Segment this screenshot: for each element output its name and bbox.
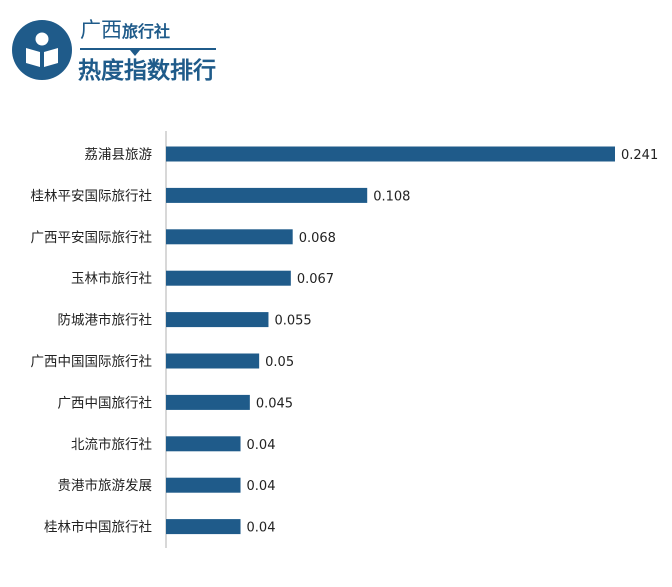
logo bbox=[12, 20, 72, 80]
category-label: 防城港市旅行社 bbox=[58, 312, 153, 329]
data-label: 0.068 bbox=[299, 231, 336, 246]
data-label: 0.04 bbox=[247, 479, 276, 494]
bar bbox=[166, 229, 293, 245]
bar bbox=[166, 270, 291, 286]
category-label: 广西中国国际旅行社 bbox=[31, 354, 153, 370]
bar bbox=[166, 146, 615, 162]
book-reader-icon bbox=[26, 32, 58, 67]
brand-subtitle: 旅行社 bbox=[122, 22, 171, 41]
category-label: 贵港市旅游发展 bbox=[58, 477, 153, 494]
category-label: 桂林市中国旅行社 bbox=[44, 519, 152, 536]
bar bbox=[166, 187, 368, 203]
header: 广西旅行社 热度指数排行 bbox=[12, 14, 252, 94]
brand: 广西旅行社 bbox=[80, 16, 170, 46]
data-label: 0.108 bbox=[373, 189, 410, 204]
category-labels-group: 荔浦县旅游桂林平安国际旅行社广西平安国际旅行社玉林市旅行社防城港市旅行社广西中国… bbox=[31, 147, 153, 536]
data-label: 0.241 bbox=[621, 148, 658, 163]
category-label: 广西平安国际旅行社 bbox=[31, 230, 153, 246]
category-label: 玉林市旅行社 bbox=[71, 270, 152, 287]
title-divider bbox=[80, 48, 216, 50]
brand-name: 广西 bbox=[80, 18, 122, 42]
bar bbox=[166, 353, 260, 369]
data-label: 0.04 bbox=[247, 521, 276, 536]
data-label: 0.04 bbox=[247, 438, 276, 453]
divider-arrow-icon bbox=[130, 50, 140, 56]
bars-group bbox=[166, 146, 615, 535]
category-label: 桂林平安国际旅行社 bbox=[31, 188, 153, 204]
page-title: 热度指数排行 bbox=[78, 58, 216, 84]
category-label: 广西中国旅行社 bbox=[58, 395, 153, 411]
data-label: 0.055 bbox=[274, 314, 311, 329]
data-label: 0.067 bbox=[297, 272, 334, 287]
bar bbox=[166, 519, 241, 535]
bar bbox=[166, 394, 250, 410]
data-label: 0.045 bbox=[256, 396, 293, 411]
category-label: 荔浦县旅游 bbox=[85, 147, 153, 163]
bar bbox=[166, 312, 269, 328]
data-labels-group: 0.241 0.108 0.068 0.067 0.055 0.05 0.045 0.04 0.… bbox=[247, 148, 659, 536]
category-label: 北流市旅行社 bbox=[71, 436, 152, 453]
bar bbox=[166, 436, 241, 452]
data-label: 0.05 bbox=[265, 355, 294, 370]
bar bbox=[166, 477, 241, 493]
